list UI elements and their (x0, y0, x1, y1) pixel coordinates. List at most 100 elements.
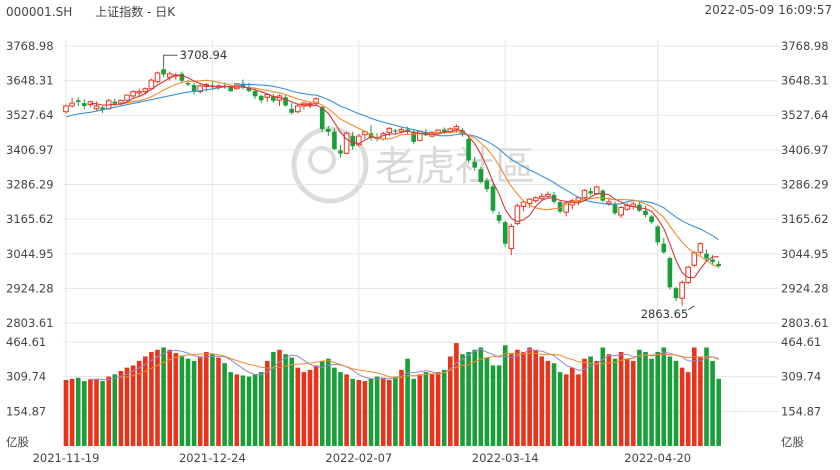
candle-body-down (661, 243, 667, 253)
watermark-logo-icon (308, 146, 336, 174)
volume-bar (240, 375, 246, 446)
candle-body-down (588, 191, 593, 194)
volume-bar (118, 371, 124, 446)
candle-body-down (82, 103, 87, 106)
candle-body-down (673, 288, 679, 299)
price-tick-label-left: 3165.62 (6, 212, 54, 226)
candle-body-up (398, 128, 405, 132)
volume-bar (246, 376, 252, 446)
volume-bar (374, 376, 380, 446)
candle-body-down (185, 83, 191, 85)
volume-tick-label-left: 309.74 (6, 370, 46, 384)
volume-bar (563, 374, 569, 446)
candle-body-down (350, 136, 355, 147)
high-marker-line (163, 54, 178, 64)
volume-bar (643, 351, 648, 446)
volume-bar (143, 356, 148, 446)
candle-body-down (472, 161, 477, 168)
candle-body-up (313, 98, 319, 105)
volume-ma5-line (90, 348, 719, 381)
price-tick-label-right: 2803.61 (781, 316, 829, 330)
candle-body-up (130, 91, 136, 97)
volume-bar (667, 356, 673, 446)
candle-body-up (142, 88, 149, 93)
candle-body-down (643, 210, 648, 215)
volume-bar (594, 360, 599, 446)
volume-bar (600, 347, 606, 446)
volume-bar (301, 372, 307, 446)
volume-tick-label-left: 154.87 (6, 404, 46, 418)
index-name: 上证指数 (95, 5, 144, 19)
volume-bar (502, 345, 508, 446)
candle-body-down (75, 100, 81, 102)
volume-bar (679, 367, 685, 446)
volume-bar (472, 349, 477, 446)
volume-bar (570, 367, 575, 446)
candle-body-down (655, 226, 660, 243)
volume-tick-label-left: 464.61 (6, 335, 46, 349)
volume-bar (490, 365, 496, 446)
candle-body-up (197, 85, 203, 93)
volume-bar (332, 367, 337, 446)
volume-bar (271, 351, 276, 446)
volume-bar (655, 351, 660, 446)
volume-bar (307, 369, 313, 446)
candle-body-down (240, 83, 246, 88)
volume-bar (356, 379, 362, 446)
volume-bar (539, 356, 545, 446)
candle-body-down (393, 130, 398, 132)
candle-body-down (716, 263, 721, 267)
volume-bar (515, 349, 520, 446)
volume-bar (478, 347, 484, 446)
candle-body-up (154, 72, 161, 83)
candle-body-up (295, 105, 301, 113)
volume-bar (704, 347, 709, 446)
volume-bar (179, 356, 185, 446)
volume-bar (210, 354, 215, 446)
price-tick-label-right: 3406.97 (781, 143, 829, 157)
volume-tick-label-right: 154.87 (781, 404, 821, 418)
candle-body-up (63, 105, 69, 113)
volume-bar (710, 360, 715, 446)
volume-unit-label-right: 亿股 (781, 435, 804, 449)
candle-body-up (606, 201, 612, 205)
price-tick-label-left: 2924.28 (6, 281, 54, 295)
volume-bar (124, 367, 130, 446)
volume-bar (612, 358, 618, 446)
volume-bar (454, 343, 459, 446)
candle-body-down (332, 131, 337, 150)
volume-bar (509, 354, 514, 446)
period-label[interactable]: 日K (155, 5, 176, 19)
volume-bar (155, 349, 160, 446)
candle-body-down (496, 214, 502, 221)
axis-labels: 3768.98 3768.98 3648.31 3648.31 3527.64 3527.… (6, 39, 829, 465)
ma5-line (90, 74, 719, 279)
volume-bar (496, 365, 502, 446)
volume-bar (545, 360, 551, 446)
candle-body-down (710, 259, 715, 263)
volume-bar (69, 378, 75, 446)
volume-bar (618, 351, 624, 446)
volume-bar (88, 379, 93, 446)
volume-bar (338, 372, 343, 446)
price-tick-label-left: 3768.98 (6, 39, 54, 53)
price-tick-label-right: 2924.28 (781, 281, 829, 295)
volume-bar (167, 349, 172, 446)
volume-bar (484, 357, 490, 446)
volume-bar (692, 347, 697, 446)
volume-bar (466, 351, 471, 446)
volume-bar (344, 374, 349, 446)
volume-bar (423, 372, 429, 446)
date-tick-label: 2022-02-07 (325, 451, 392, 465)
candle-body-down (228, 87, 233, 92)
price-tick-label-right: 3165.62 (781, 212, 829, 226)
candle-body-up (166, 73, 173, 78)
volume-bar (551, 363, 557, 446)
candle-body-up (453, 126, 460, 130)
volume-bar (136, 360, 142, 446)
price-tick-label-left: 3406.97 (6, 143, 54, 157)
volume-ma-lines (90, 348, 719, 381)
volume-bar (319, 360, 325, 446)
low-value-label: 2863.65 (641, 307, 689, 321)
